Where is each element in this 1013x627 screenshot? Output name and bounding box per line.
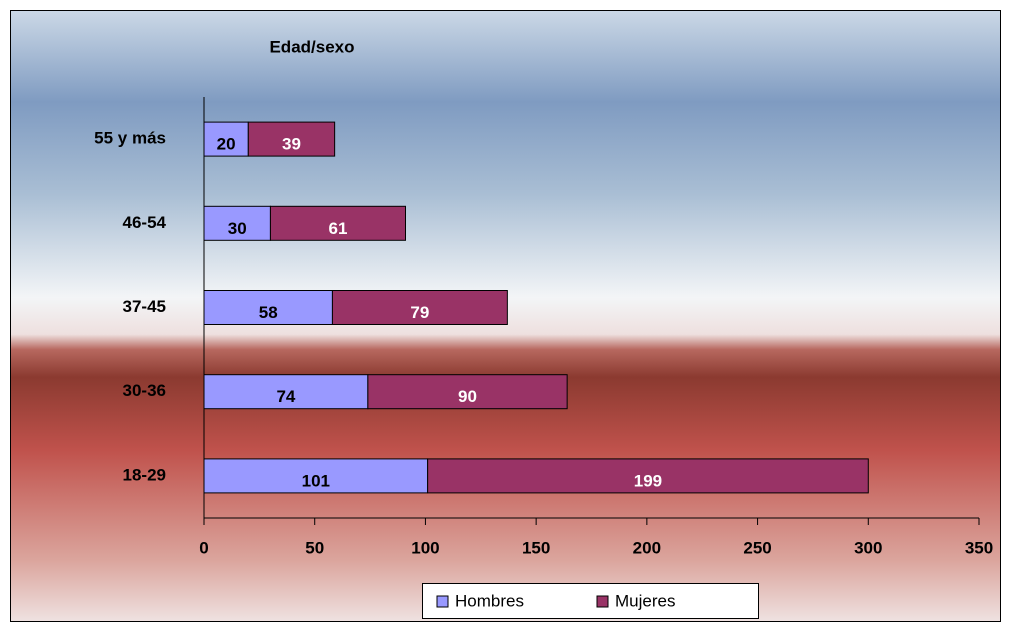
data-label: 101 [302,471,330,490]
x-tick-label: 0 [199,538,208,557]
data-label: 30 [228,219,247,238]
data-label: 199 [634,471,662,490]
chart-title: Edad/sexo [269,37,354,56]
bar [203,205,271,241]
y-tick-label: 37-45 [123,297,166,316]
x-tick-label: 50 [305,538,324,557]
y-tick-label: 18-29 [123,465,166,484]
bar [203,290,333,325]
legend-swatch [436,595,449,608]
x-tick-label: 200 [633,538,661,557]
bar [247,121,336,157]
bar [331,290,508,325]
data-label: 74 [276,387,295,406]
bar [203,458,429,494]
x-tick-label: 150 [522,538,550,557]
legend [422,583,759,619]
x-tick-label: 350 [965,538,993,557]
y-tick-label: 55 y más [94,129,166,148]
legend-label: Hombres [455,591,524,610]
bar [427,458,869,494]
x-tick-label: 100 [411,538,439,557]
legend-label: Mujeres [615,591,675,610]
data-label: 90 [458,387,477,406]
bar [269,205,406,241]
data-label: 58 [259,303,278,322]
y-tick-label: 46-54 [123,213,167,232]
bar [367,374,568,410]
bar [203,374,369,410]
y-tick-label: 30-36 [123,381,166,400]
data-label: 20 [217,135,236,154]
x-tick-label: 300 [854,538,882,557]
legend-swatch [596,595,609,608]
x-tick-label: 250 [743,538,771,557]
data-label: 39 [282,135,301,154]
data-label: 79 [410,303,429,322]
data-label: 61 [329,219,348,238]
bar [203,121,249,157]
